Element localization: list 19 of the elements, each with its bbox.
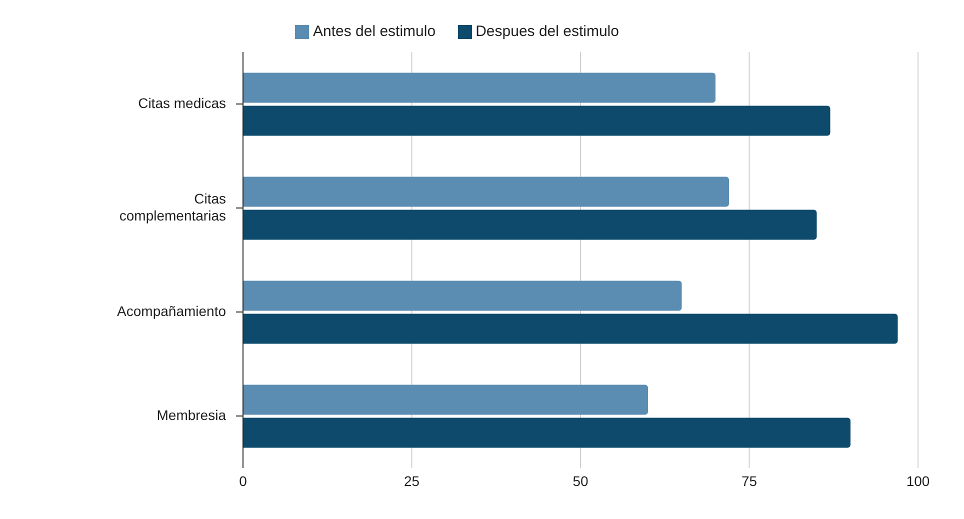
bar xyxy=(243,280,682,311)
x-tick-label: 50 xyxy=(572,472,588,489)
x-tick-label: 100 xyxy=(906,472,930,489)
bar xyxy=(243,418,850,448)
y-tick-label: Citas medicas xyxy=(138,94,226,111)
x-tick-label: 0 xyxy=(239,472,248,489)
bar xyxy=(243,314,898,344)
y-tick-label: Membresia xyxy=(156,406,226,423)
bar xyxy=(243,384,648,415)
bar xyxy=(243,210,817,240)
bar xyxy=(243,72,716,103)
bar xyxy=(243,176,729,207)
legend-label: Despues del estimulo xyxy=(476,23,619,40)
x-tick-label: 25 xyxy=(404,472,420,489)
legend-label: Antes del estimulo xyxy=(313,23,436,40)
bar xyxy=(243,106,830,136)
y-tick-label: Acompañamiento xyxy=(117,302,226,319)
y-tick-label: Citas complementarias xyxy=(119,190,226,224)
x-tick-label: 75 xyxy=(741,472,758,489)
